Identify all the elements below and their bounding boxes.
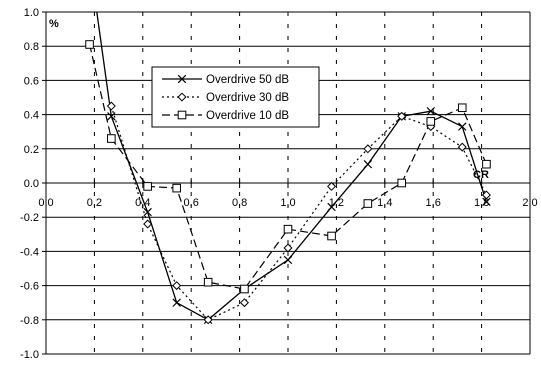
y-tick-label: -0.6 xyxy=(20,281,39,293)
series-line-2 xyxy=(110,105,487,321)
data-point-series-3 xyxy=(457,103,467,113)
data-point-series-2 xyxy=(327,181,337,191)
data-point-series-1 xyxy=(283,255,293,265)
legend-marker-2 xyxy=(177,92,187,102)
data-point-series-2 xyxy=(203,315,213,325)
y-tick-label: 0.2 xyxy=(24,144,39,156)
data-point-series-2 xyxy=(481,190,491,200)
legend-marker-1 xyxy=(177,74,187,84)
y-tick-label: 0.4 xyxy=(24,110,39,122)
y-tick-label: -0.8 xyxy=(20,315,39,327)
x-tick-label: 1,6 xyxy=(426,197,441,209)
data-point-series-1 xyxy=(143,207,152,217)
x-tick-label: 0,8 xyxy=(232,197,247,209)
data-point-series-3 xyxy=(203,277,213,287)
legend-label-3: Overdrive 10 dB xyxy=(206,110,289,122)
legend-label-2: Overdrive 30 dB xyxy=(206,92,289,104)
data-point-series-2 xyxy=(457,142,467,152)
data-point-series-1 xyxy=(107,112,116,121)
legend-marker-3 xyxy=(177,110,187,120)
y-ticks: 1.0 0.8 0.6 0.4 0.2 0.0 -0.2 -0.4 -0.6 -0.8 -1.0 xyxy=(20,7,46,361)
x-tick-label: 1,0 xyxy=(280,197,295,209)
y-tick-label: 0.0 xyxy=(24,178,39,190)
data-point-series-3 xyxy=(107,134,116,143)
data-point-series-1 xyxy=(426,106,436,116)
data-point-series-1 xyxy=(363,159,373,169)
x-ticks: 0,0 0,2 0,4 0,6 0,8 1,0 1,2 1,4 1,6 1,8 2,0 xyxy=(38,178,538,209)
data-point-series-1 xyxy=(172,298,181,307)
data-point-series-1 xyxy=(482,197,491,207)
data-point-series-3 xyxy=(85,40,94,49)
data-point-series-3 xyxy=(240,284,249,294)
y-tick-label: 0.8 xyxy=(24,41,39,53)
x-tick-label: 0,4 xyxy=(135,197,150,209)
data-point-series-2 xyxy=(239,298,249,308)
x-axis-label: CR xyxy=(473,169,489,181)
data-point-series-3 xyxy=(283,224,293,234)
y-tick-label: -0.2 xyxy=(20,212,39,224)
legend-label-1: Overdrive 50 dB xyxy=(206,74,289,86)
data-point-series-3 xyxy=(172,183,181,193)
data-point-series-2 xyxy=(283,243,293,253)
x-tick-label: 0,0 xyxy=(38,197,53,209)
x-tick-label: 0,2 xyxy=(87,197,102,209)
data-point-series-1 xyxy=(458,122,467,131)
data-point-series-2 xyxy=(363,144,373,154)
legend: Overdrive 50 dB Overdrive 30 dB Overdrive … xyxy=(151,66,320,128)
data-point-series-3 xyxy=(363,199,373,208)
data-point-series-1 xyxy=(327,202,336,212)
data-point-series-2 xyxy=(106,101,116,111)
x-tick-label: 0,6 xyxy=(184,197,199,209)
data-point-series-2 xyxy=(397,111,407,121)
data-point-series-3 xyxy=(327,231,336,241)
y-axis-label: % xyxy=(49,18,59,30)
series-line-1 xyxy=(96,12,488,321)
series-layer xyxy=(89,12,488,321)
y-tick-label: 0.6 xyxy=(24,75,39,87)
x-tick-label: 1,4 xyxy=(377,197,392,209)
data-point-series-3 xyxy=(482,159,491,169)
data-point-series-3 xyxy=(143,182,152,191)
y-tick-label: 1.0 xyxy=(24,7,39,19)
marker-layer xyxy=(85,40,491,325)
y-tick-label: -0.4 xyxy=(20,246,39,258)
y-tick-label: -1.0 xyxy=(20,349,39,361)
data-point-series-2 xyxy=(172,281,182,291)
x-tick-label: 2,0 xyxy=(522,197,537,209)
data-point-series-2 xyxy=(143,219,153,229)
data-point-series-3 xyxy=(426,117,436,126)
data-point-series-3 xyxy=(397,178,407,188)
